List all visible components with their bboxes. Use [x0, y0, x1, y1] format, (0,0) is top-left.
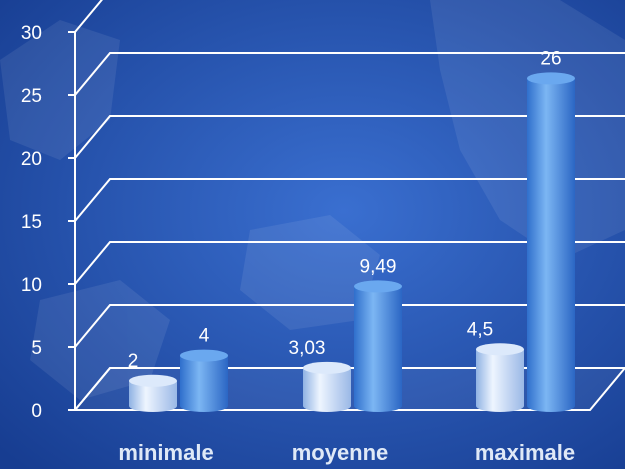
cylinder-body	[180, 355, 228, 412]
gridline	[74, 52, 625, 96]
bar-series2-minimale	[180, 349, 228, 412]
cylinder-body	[476, 349, 524, 412]
cylinder-top	[527, 72, 575, 85]
cylinder-top	[354, 280, 402, 293]
y-tick-label: 10	[21, 275, 42, 296]
y-tick-label: 15	[21, 212, 42, 233]
cylinder-top	[129, 374, 177, 387]
data-label: 3,03	[289, 338, 326, 359]
bar-series1-moyenne	[303, 361, 351, 412]
y-tick-label: 30	[21, 23, 42, 44]
data-label: 26	[540, 48, 561, 69]
cylinder-top	[180, 349, 228, 362]
y-tick-label: 5	[31, 338, 42, 359]
labels: 2 3,03 4,5 4 9,49 26 minimale moyenne maximale	[118, 48, 575, 465]
category-label: minimale	[118, 440, 213, 465]
bar-series2-moyenne	[354, 280, 402, 412]
data-label: 4,5	[467, 319, 493, 340]
bars	[129, 72, 575, 413]
y-tick-label: 0	[31, 401, 42, 422]
gridline	[74, 178, 625, 222]
bar-series1-maximale	[476, 343, 524, 412]
gridline	[74, 115, 625, 159]
gridline	[74, 304, 625, 348]
cylinder-body	[527, 78, 575, 413]
cylinder-top	[303, 361, 351, 374]
cylinder-top	[476, 343, 524, 356]
gridline	[74, 0, 103, 33]
category-label: moyenne	[292, 440, 389, 465]
y-axis: 0 5 10 15 20 25 30	[21, 23, 76, 422]
category-label: maximale	[475, 440, 575, 465]
y-tick-label: 25	[21, 86, 42, 107]
cylinder-body	[354, 286, 402, 412]
data-label: 9,49	[360, 256, 397, 277]
gridline	[74, 367, 625, 411]
bar-series2-maximale	[527, 72, 575, 413]
bar-series1-minimale	[129, 374, 177, 412]
gridline	[74, 241, 625, 285]
y-tick-label: 20	[21, 149, 42, 170]
cylinder-body	[129, 380, 177, 412]
cylinder-body	[303, 367, 351, 412]
data-label: 4	[199, 326, 210, 347]
data-label: 2	[128, 351, 139, 372]
